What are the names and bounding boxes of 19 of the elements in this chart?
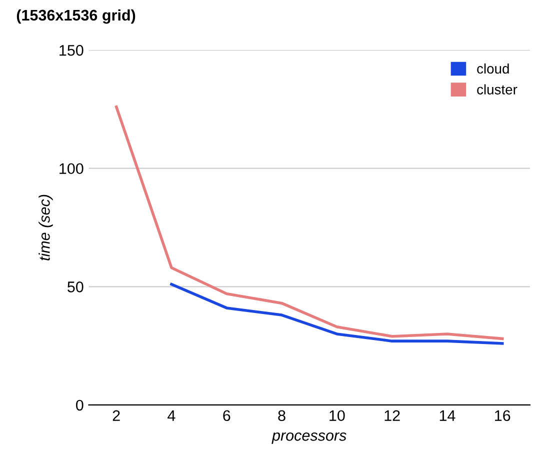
x-tick-label: 16 [495, 410, 510, 422]
chart-title: (1536x1536 grid) [16, 9, 136, 24]
y-tick-label: 150 [60, 44, 84, 56]
x-tick-label: 2 [112, 410, 120, 421]
y-tick-label: 100 [60, 163, 84, 174]
x-tick-label: 12 [384, 410, 400, 421]
y-tick-label: 50 [68, 282, 84, 292]
x-tick-label: 14 [440, 410, 456, 421]
line-series [170, 282, 504, 345]
x-axis-title: processors [272, 432, 346, 444]
x-tick-label: 6 [223, 410, 230, 422]
legend-label: cluster [477, 84, 518, 94]
x-tick-label: 4 [168, 410, 176, 421]
y-axis-title: time (sec) [38, 194, 53, 260]
y-tick-label: 0 [76, 400, 84, 411]
line-series [114, 105, 504, 340]
x-tick-label: 8 [278, 410, 286, 422]
legend-label: cloud [477, 63, 509, 74]
x-tick-label: 10 [330, 410, 345, 422]
